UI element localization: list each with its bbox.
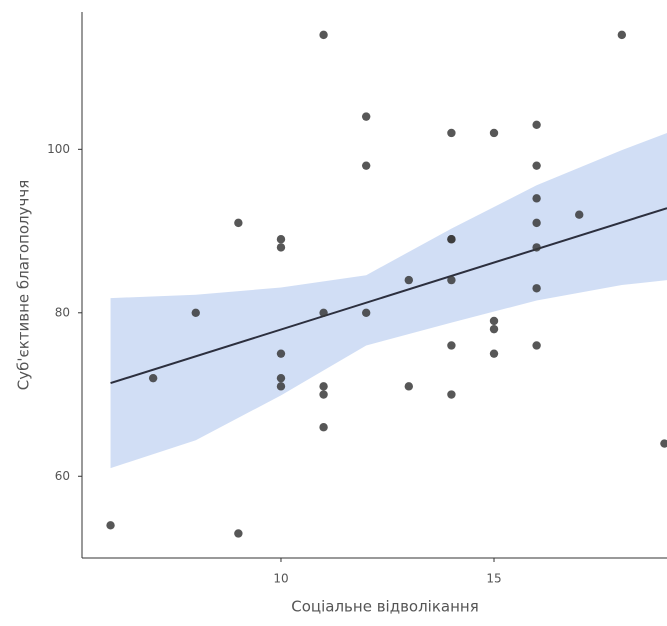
point [447, 275, 456, 285]
point [489, 324, 499, 334]
y-tick-label: 80 [55, 305, 70, 319]
point [148, 373, 158, 383]
confidence-band [110, 132, 667, 469]
point [447, 341, 456, 350]
x-tick-label: 15 [486, 572, 501, 586]
point [447, 390, 456, 399]
point [361, 112, 371, 121]
point [276, 349, 286, 358]
point [617, 30, 627, 40]
point [276, 382, 286, 391]
point [276, 373, 286, 383]
point [319, 308, 328, 317]
point [489, 349, 499, 358]
point [319, 390, 328, 399]
point [489, 316, 499, 326]
fit-line [110, 207, 667, 385]
point [319, 30, 328, 40]
point [319, 382, 328, 391]
point [447, 235, 456, 244]
point [234, 529, 243, 538]
point [532, 218, 541, 228]
point [532, 284, 541, 293]
point [276, 235, 286, 244]
point [361, 308, 371, 317]
point [575, 210, 584, 219]
y-tick-label: 100 [47, 142, 70, 156]
point [532, 341, 541, 350]
point [106, 521, 115, 530]
point [191, 308, 200, 317]
point [660, 439, 667, 448]
point [404, 275, 413, 285]
point [532, 161, 541, 170]
x-axis-title: Соціальне відволікання [291, 598, 479, 616]
point [532, 194, 541, 203]
y-tick-label: 60 [55, 469, 70, 483]
point [404, 382, 413, 391]
point [319, 423, 328, 432]
point [532, 120, 541, 129]
point [234, 218, 243, 228]
point [276, 243, 286, 252]
point [447, 128, 456, 138]
point [489, 128, 499, 138]
point [532, 243, 541, 252]
point [361, 161, 371, 170]
x-tick-label: 10 [273, 572, 288, 586]
y-axis-title: Суб'єктивне благополуччя [15, 180, 33, 390]
